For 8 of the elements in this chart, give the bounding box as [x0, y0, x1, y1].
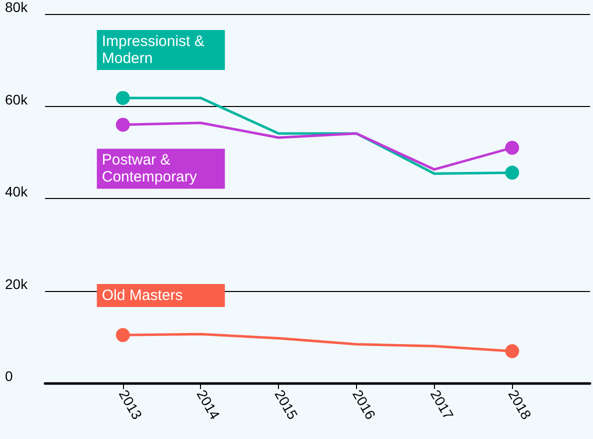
text: Old Masters: [102, 287, 183, 304]
y-tick-label: 60k: [5, 91, 29, 108]
y-tick-label: 80k: [5, 0, 29, 15]
text: Impressionist & Modern: [102, 32, 209, 67]
y-tick-label: 20k: [5, 276, 29, 292]
series-label: Postwar & Contemporary: [102, 152, 198, 186]
y-tick-label: 40k: [5, 184, 29, 200]
y-tick-label: 0: [5, 368, 13, 384]
